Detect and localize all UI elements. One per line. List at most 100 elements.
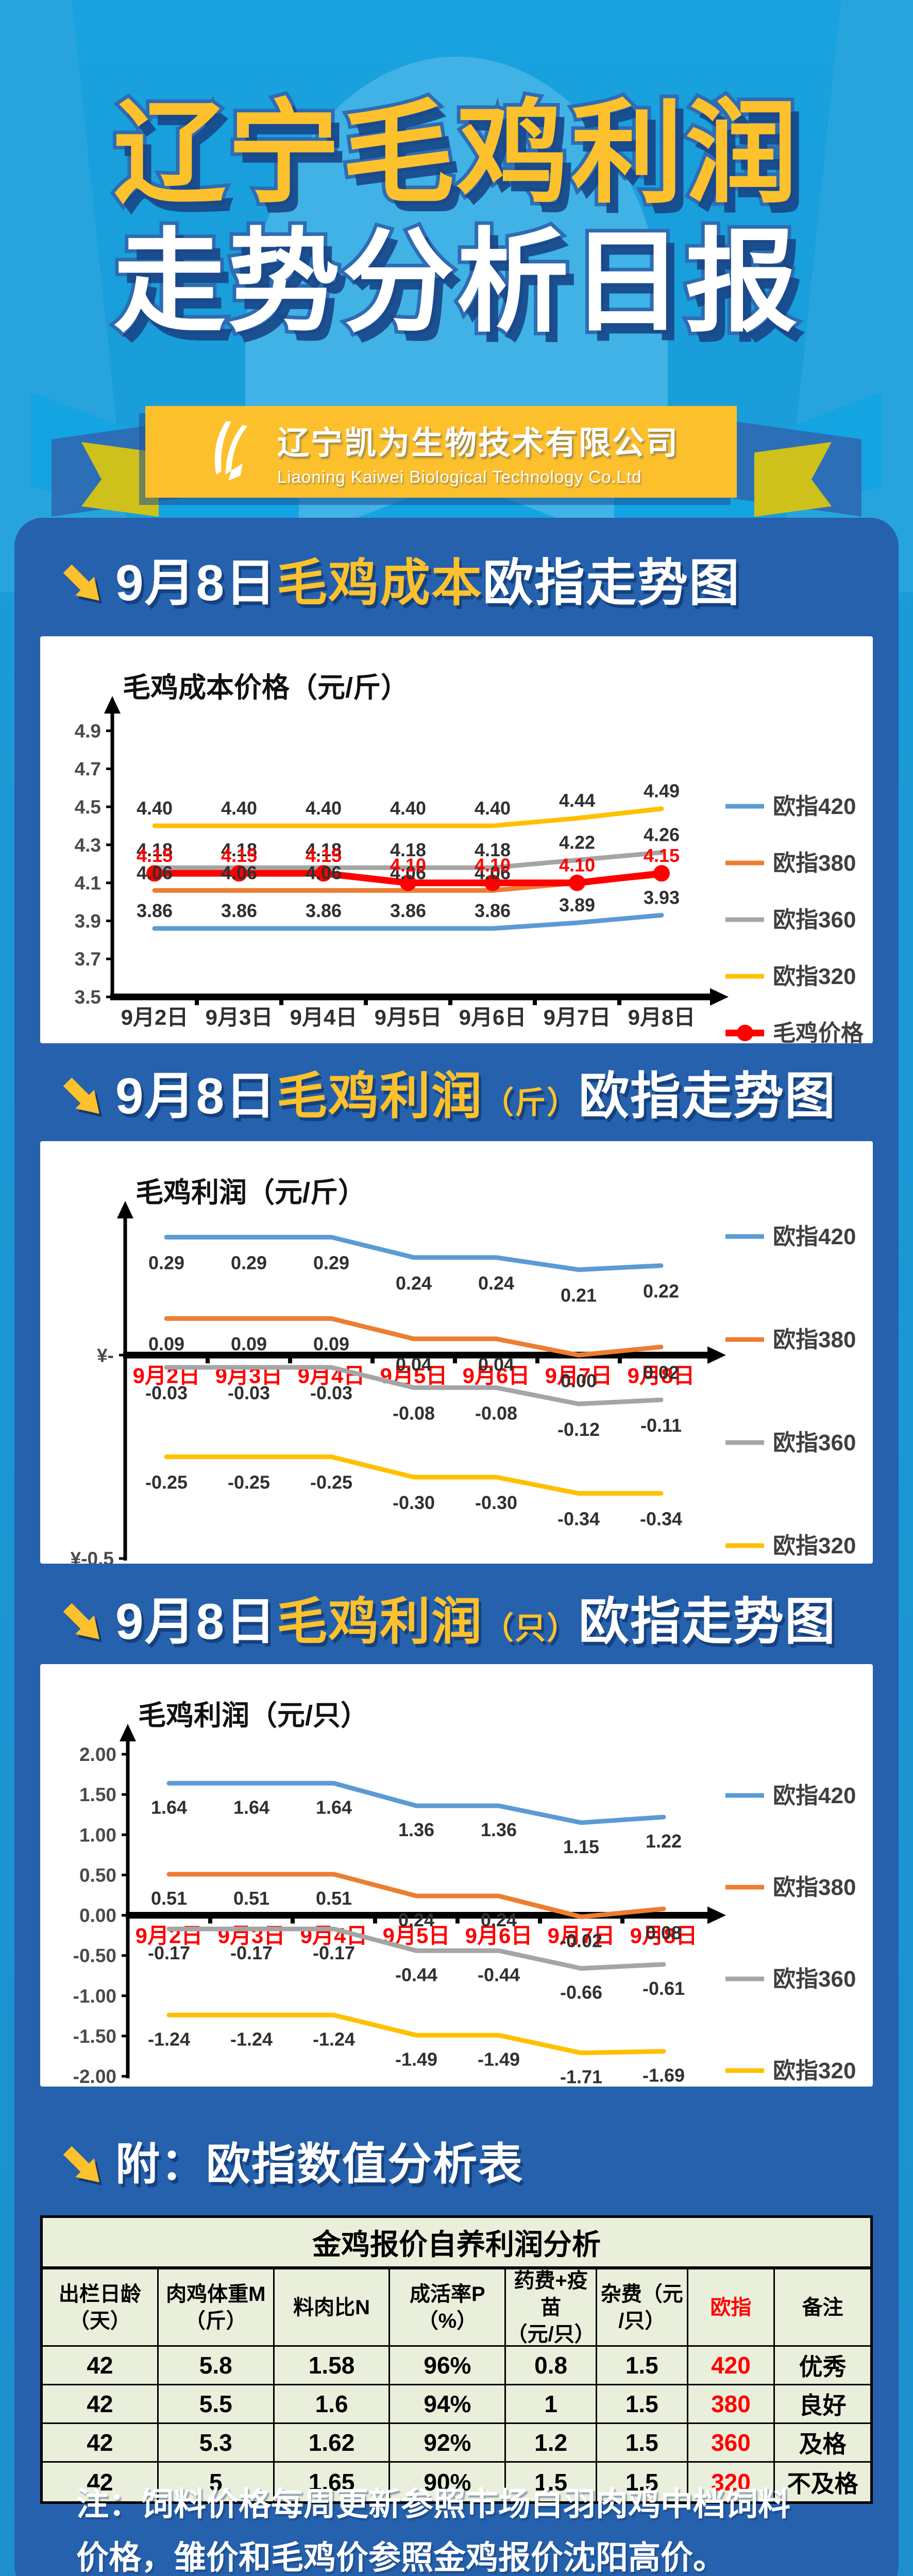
section-title-part: （斤） xyxy=(483,1086,579,1120)
table-cell: 1.62 xyxy=(274,2424,391,2463)
table-cell: 380 xyxy=(688,2385,775,2424)
section-arrow-icon xyxy=(63,1603,99,1639)
value-label: 4.06 xyxy=(137,862,173,883)
legend-label: 欧指320 xyxy=(773,964,856,989)
value-label: -0.25 xyxy=(145,1472,188,1493)
y-axis-arrow xyxy=(120,1724,136,1741)
value-label: 4.10 xyxy=(559,855,595,876)
table-title: 金鸡报价自养利润分析 xyxy=(43,2218,870,2269)
section-title-part: 附：欧指数值分析表 xyxy=(115,2140,523,2189)
chart-title: 毛鸡利润（元/斤） xyxy=(136,1177,366,1208)
section-header-cost: 9月8日毛鸡成本欧指走势图 xyxy=(61,557,740,608)
value-label: 0.09 xyxy=(313,1333,349,1354)
value-label: 4.06 xyxy=(221,862,257,883)
series-line-欧指360 xyxy=(164,1365,664,1406)
y-tick-label: 0.50 xyxy=(79,1865,116,1886)
value-label: -0.08 xyxy=(475,1402,517,1423)
value-label: -0.34 xyxy=(557,1509,600,1530)
table-header-cell: 肉鸡体重M （斤） xyxy=(158,2269,275,2347)
x-date-label: 9月8日 xyxy=(630,1924,698,1948)
value-label: 4.40 xyxy=(306,798,342,819)
value-label: -0.08 xyxy=(393,1402,435,1423)
value-label: 0.04 xyxy=(396,1354,432,1375)
section-title-part: 毛鸡利润 xyxy=(277,1067,483,1124)
y-tick-label: 4.7 xyxy=(75,758,101,779)
legend-label: 欧指420 xyxy=(773,1224,856,1249)
section-title-part: 毛鸡利润 xyxy=(277,1593,483,1650)
value-label: 4.18 xyxy=(137,839,173,860)
value-label: 0.51 xyxy=(151,1888,187,1909)
section-header-profit-bird: 9月8日毛鸡利润（只）欧指走势图 xyxy=(61,1596,836,1647)
series-line-欧指320 xyxy=(166,2012,666,2056)
series-line-欧指420 xyxy=(164,1234,664,1272)
y-axis-arrow xyxy=(104,696,121,714)
table-cell: 1.5 xyxy=(597,2347,688,2385)
legend-label: 欧指380 xyxy=(773,1327,856,1352)
value-label: -0.17 xyxy=(230,1942,273,1963)
x-date-label: 9月6日 xyxy=(463,1363,530,1387)
value-label: 1.22 xyxy=(646,1831,682,1852)
section-title-part: 欧指走势图 xyxy=(579,1067,837,1124)
y-tick-label: ¥- xyxy=(97,1345,114,1366)
value-label: 4.26 xyxy=(644,824,680,845)
section-title: 9月8日毛鸡利润（只）欧指走势图 xyxy=(115,1596,836,1647)
table-cell: 42 xyxy=(43,2385,159,2424)
table-cell: 90% xyxy=(390,2463,506,2501)
value-label: 1.64 xyxy=(316,1797,352,1818)
legend-label: 欧指360 xyxy=(773,1967,856,1992)
x-date-label: 9月7日 xyxy=(548,1924,615,1948)
value-label: 0.08 xyxy=(646,1922,682,1943)
legend-label: 欧指320 xyxy=(773,1533,856,1558)
value-label: 4.40 xyxy=(475,798,511,819)
table-cell: 1.5 xyxy=(597,2463,688,2501)
value-label: 4.18 xyxy=(221,839,257,860)
series-line-欧指320 xyxy=(164,1454,664,1496)
value-label: 1.64 xyxy=(151,1797,187,1818)
table-cell: 1.58 xyxy=(274,2347,391,2385)
value-label: -0.25 xyxy=(228,1472,270,1493)
chart-title: 毛鸡利润（元/只） xyxy=(138,1700,368,1731)
value-label: 3.86 xyxy=(475,900,511,921)
table-header-cell: 药费+疫苗 （元/只） xyxy=(506,2269,597,2347)
value-label: 3.86 xyxy=(306,900,342,921)
legend-label: 欧指380 xyxy=(773,851,856,876)
table-cell: 1.2 xyxy=(506,2424,597,2463)
value-label: 0.00 xyxy=(561,1370,597,1391)
table-cell: 不及格 xyxy=(787,2470,858,2497)
value-label: 4.10 xyxy=(475,855,511,876)
section-title-part: 9月8日 xyxy=(115,1067,277,1124)
value-label: -0.02 xyxy=(560,1930,602,1952)
chart-title: 毛鸡成本价格（元/斤） xyxy=(123,672,409,703)
value-label: 0.51 xyxy=(233,1888,269,1909)
value-label: -0.66 xyxy=(560,1982,602,2003)
value-label: 4.15 xyxy=(644,845,680,866)
value-label: -0.11 xyxy=(640,1415,682,1436)
legend-label: 欧指380 xyxy=(773,1875,856,1900)
footnote-line2: 价格，雏价和毛鸡价参照金鸡报价沈阳高价。 xyxy=(76,2539,725,2576)
value-label: -0.12 xyxy=(557,1419,600,1440)
value-label: 4.40 xyxy=(221,798,257,819)
value-label: 0.29 xyxy=(313,1252,349,1273)
section-title: 9月8日毛鸡成本欧指走势图 xyxy=(115,557,740,608)
value-label: 4.15 xyxy=(221,845,257,866)
section-header-table: 附：欧指数值分析表 xyxy=(61,2142,523,2187)
table-cell: 0.8 xyxy=(506,2347,597,2385)
section-arrow-icon xyxy=(63,1077,99,1114)
value-label: 0.22 xyxy=(643,1281,679,1302)
value-label: 0.24 xyxy=(398,1909,434,1930)
y-tick-label: 2.00 xyxy=(79,1744,116,1765)
value-label: -0.03 xyxy=(145,1382,188,1403)
value-label: -1.49 xyxy=(395,2048,437,2070)
x-date-label: 9月4日 xyxy=(290,1005,358,1029)
value-label: 0.24 xyxy=(396,1273,432,1294)
value-label: 4.44 xyxy=(559,790,595,811)
y-tick-label: 4.1 xyxy=(75,873,101,894)
section-title: 9月8日毛鸡利润（斤）欧指走势图 xyxy=(115,1071,836,1121)
table-cell: 360 xyxy=(688,2424,775,2463)
value-label: -0.30 xyxy=(393,1492,435,1513)
euro-index-analysis-table: 金鸡报价自养利润分析 出栏日龄 （天） 肉鸡体重M （斤） 料肉比N 成活率P （%） 药费+… xyxy=(40,2215,873,2504)
table-cell: 良好 xyxy=(775,2385,870,2424)
table-cell: 1.6 xyxy=(274,2385,391,2424)
value-label: 4.15 xyxy=(306,845,342,866)
